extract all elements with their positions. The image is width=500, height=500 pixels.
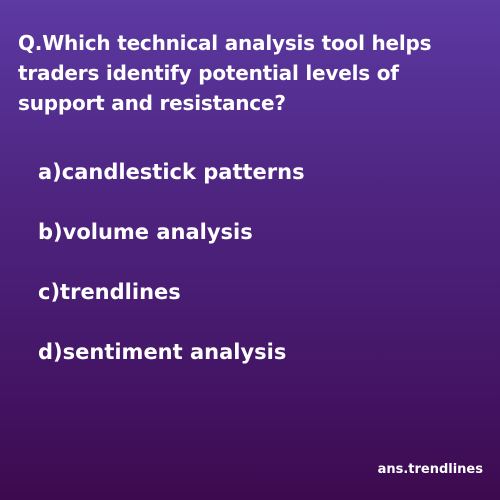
- option-c: c)trendlines: [38, 280, 181, 304]
- question-text: Q.Which technical analysis tool helps tr…: [18, 31, 432, 115]
- option-b: b)volume analysis: [38, 220, 253, 244]
- option-a: a)candlestick patterns: [38, 160, 305, 184]
- answer-text: ans.trendlines: [377, 462, 483, 477]
- option-d: d)sentiment analysis: [38, 340, 287, 364]
- options-list: a)candlestick patterns b)volume analysis…: [38, 154, 305, 394]
